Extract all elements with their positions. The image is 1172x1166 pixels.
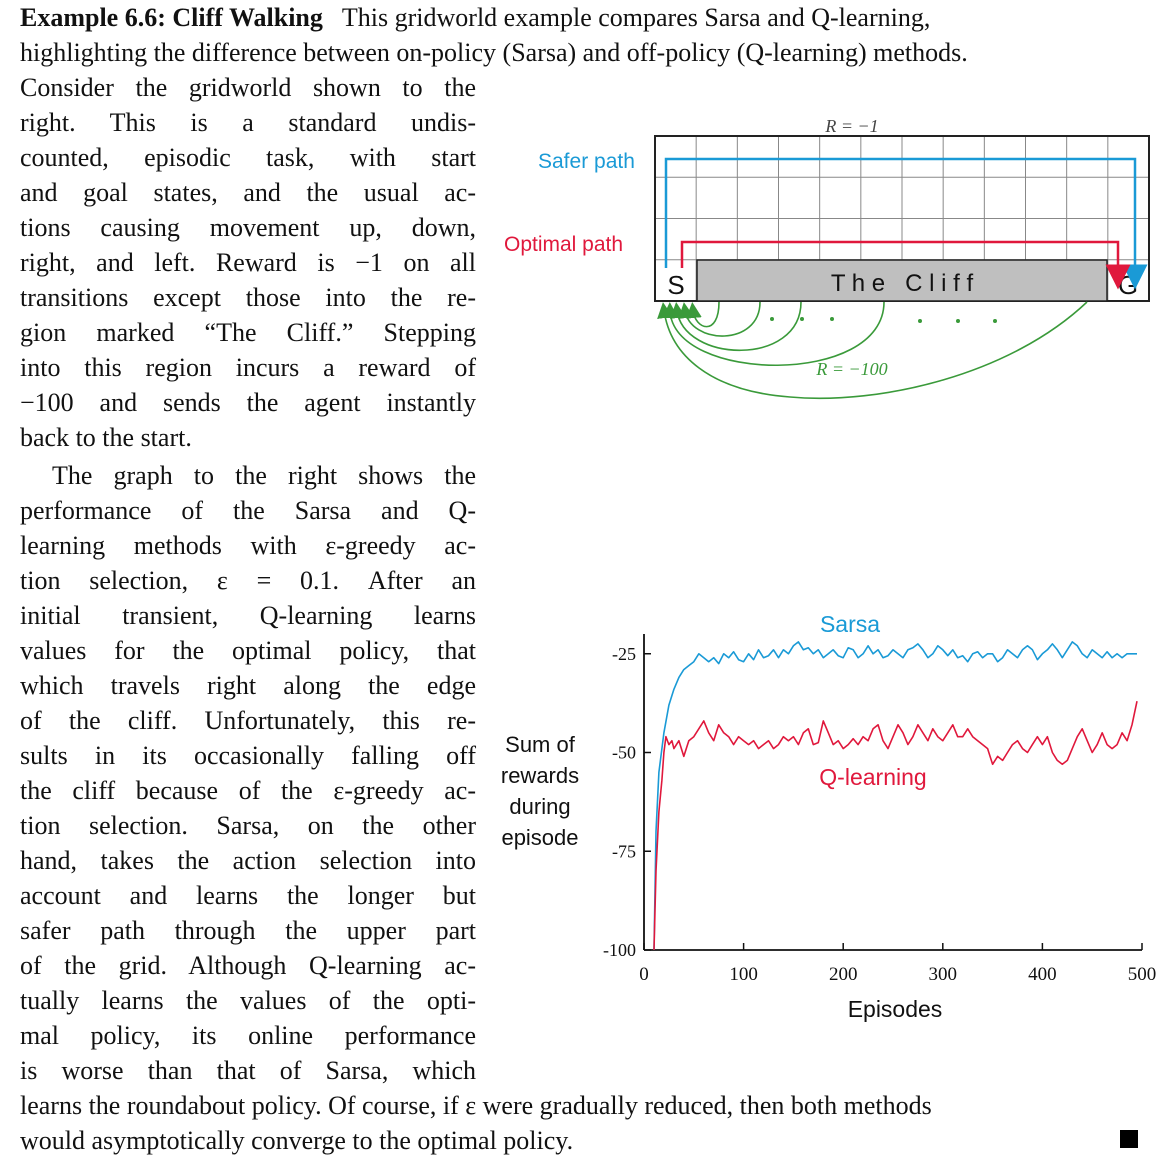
- axis-ticks: 0 100 200 300 400 500 -25 -50 -75 -100: [603, 644, 1156, 985]
- column-text-line: Consider the gridworld shown to the: [20, 73, 476, 102]
- y-axis-label: Sum of rewards during episode: [501, 732, 579, 850]
- ellipsis-dot: [918, 319, 922, 323]
- y-axis-label-line: during: [509, 794, 570, 819]
- example-line-2: highlighting the difference between on-p…: [20, 38, 968, 67]
- reward-cliff-label: R = −100: [815, 359, 887, 379]
- y-tick-label: -50: [612, 743, 636, 763]
- footer-line-1: learns the roundabout policy. Of course,…: [20, 1091, 932, 1120]
- column-text-line: account and learns the longer but: [20, 881, 476, 910]
- column-text-line: gion marked “The Cliff.” Stepping: [20, 318, 476, 347]
- sarsa-series-line: [653, 641, 1137, 951]
- qlearning-series-line: [653, 701, 1138, 951]
- optimal-path-arrow: [680, 240, 1131, 290]
- column-text-line: values for the optimal policy, that: [20, 636, 476, 665]
- end-of-example-mark: [1120, 1130, 1138, 1148]
- column-text-line: into this region incurs a reward of: [20, 353, 476, 382]
- column-text-line: right. This is a standard undis-: [20, 108, 476, 137]
- column-text-line: initial transient, Q-learning learns: [20, 601, 476, 630]
- column-text-line: learning methods with ε-greedy ac-: [20, 531, 476, 560]
- reward-step-label: R = −1: [824, 116, 878, 136]
- x-tick-label: 100: [729, 964, 758, 985]
- column-text-line: is worse than that of Sarsa, which: [20, 1056, 476, 1085]
- example-title: Example 6.6: Cliff Walking: [20, 3, 323, 32]
- x-tick-label: 0: [639, 964, 649, 985]
- y-tick-label: -100: [603, 940, 636, 960]
- column-text-line: back to the start.: [20, 423, 192, 452]
- ellipsis-dot: [830, 317, 834, 321]
- column-text-line: hand, takes the action selection into: [20, 846, 476, 875]
- series-group: [653, 641, 1138, 951]
- ellipsis-dot: [956, 319, 960, 323]
- x-tick-label: 200: [829, 964, 858, 985]
- sarsa-legend-label: Sarsa: [820, 611, 880, 637]
- column-text-line: and goal states, and the usual ac-: [20, 178, 476, 207]
- qlearning-legend-label: Q-learning: [819, 764, 926, 790]
- y-axis-label-line: rewards: [501, 763, 579, 788]
- y-axis-label-line: Sum of: [505, 732, 576, 757]
- column-text-line: the cliff because of the ε-greedy ac-: [20, 776, 476, 805]
- performance-chart: Sum of rewards during episode 0 100 200 300 400…: [501, 611, 1156, 1022]
- fall-arrow-1: [685, 301, 720, 328]
- ellipsis-dot: [993, 319, 997, 323]
- safer-path-label: Safer path: [538, 150, 635, 173]
- x-tick-label: 300: [929, 964, 958, 985]
- fall-arrow-4: [662, 301, 885, 367]
- column-text-line: of the cliff. Unfortunately, this re-: [20, 706, 476, 735]
- fall-arrow-5: [657, 301, 1088, 400]
- ellipsis-dot: [770, 317, 774, 321]
- column-text-line: which travels right along the edge: [20, 671, 476, 700]
- column-text-line: performance of the Sarsa and Q-: [20, 496, 476, 525]
- column-text-line: counted, episodic task, with start: [20, 143, 476, 172]
- example-heading-line: Example 6.6: Cliff Walking This gridworl…: [20, 0, 930, 35]
- footer-line-2: would asymptotically converge to the opt…: [20, 1126, 574, 1155]
- column-text-line: tion selection, ε = 0.1. After an: [20, 566, 476, 595]
- column-text-line: tually learns the values of the opti-: [20, 986, 476, 1015]
- column-text-line: transitions except those into the re-: [20, 283, 476, 312]
- fall-arrow-3: [669, 301, 802, 352]
- column-text-line: of the grid. Although Q-learning ac-: [20, 951, 476, 980]
- x-axis-label: Episodes: [848, 996, 943, 1022]
- column-text-line: mal policy, its online performance: [20, 1021, 476, 1050]
- x-tick-label: 400: [1028, 964, 1057, 985]
- column-text-line: tions causing movement up, down,: [20, 213, 476, 242]
- column-text-line: safer path through the upper part: [20, 916, 476, 945]
- ellipsis-dot: [800, 317, 804, 321]
- start-state-label: S: [667, 270, 684, 300]
- column-text-line: sults in its occasionally falling off: [20, 741, 476, 770]
- safer-path-arrow: [664, 157, 1148, 290]
- x-tick-label: 500: [1128, 964, 1157, 985]
- example-intro: This gridworld example compares Sarsa an…: [341, 3, 931, 32]
- column-text-line: right, and left. Reward is −1 on all: [20, 248, 476, 277]
- optimal-path-label: Optimal path: [504, 233, 623, 256]
- y-axis-label-line: episode: [501, 825, 578, 850]
- cliff-region: [696, 259, 1108, 302]
- column-text-line: The graph to the right shows the: [52, 461, 476, 490]
- fall-arrow-2: [678, 301, 761, 337]
- cliff-label: T h e C l i f f: [831, 270, 974, 297]
- gridworld-diagram: T h e C l i f f S G R = −1 Safer path Op…: [504, 116, 1150, 400]
- column-text-line: −100 and sends the agent instantly: [20, 388, 476, 417]
- column-text-line: tion selection. Sarsa, on the other: [20, 811, 476, 840]
- y-tick-label: -75: [612, 841, 636, 861]
- y-tick-label: -25: [612, 644, 636, 664]
